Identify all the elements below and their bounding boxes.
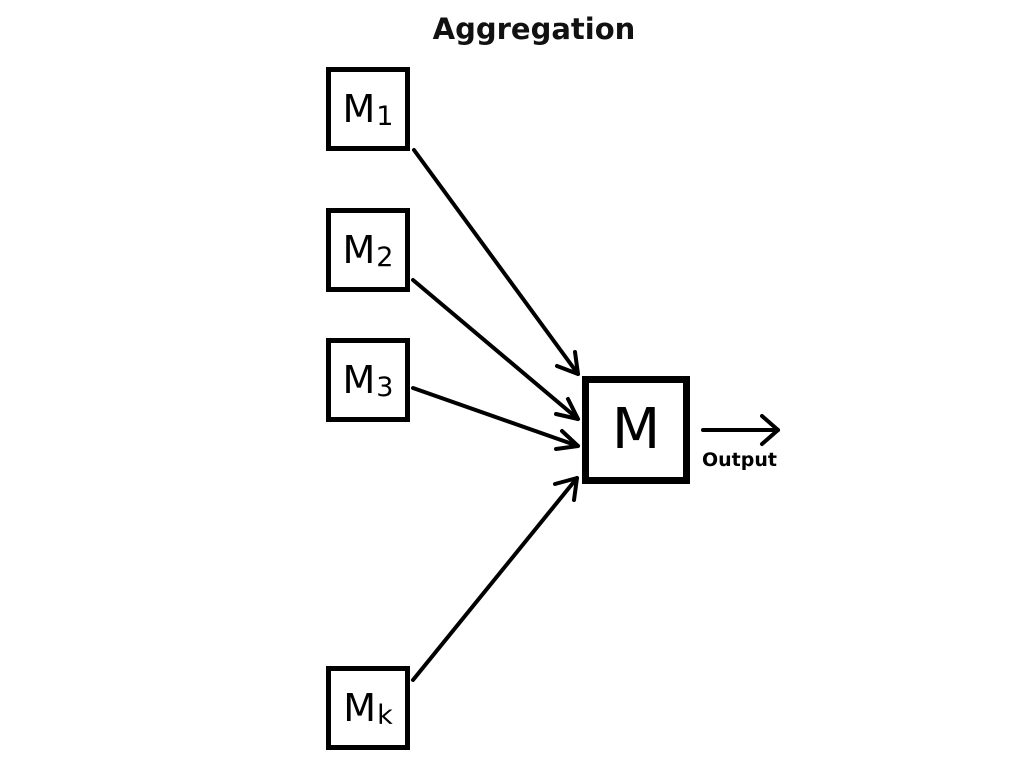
model-subscript: 2 — [376, 244, 393, 271]
output-label: Output — [702, 449, 777, 471]
model-subscript: 1 — [376, 103, 393, 130]
model-subscript: k — [377, 702, 393, 729]
model-letter: M — [343, 361, 376, 399]
arrow-mk-to-m — [413, 478, 577, 680]
aggregate-model-box: M — [582, 376, 690, 484]
model-letter: M — [343, 689, 376, 727]
model-subscript: 3 — [376, 374, 393, 401]
arrow-m1-to-m — [414, 150, 578, 374]
output-arrow — [703, 416, 778, 444]
model-letter: M — [343, 231, 376, 269]
model-letter: M — [343, 90, 376, 128]
aggregate-letter: M — [612, 402, 660, 458]
